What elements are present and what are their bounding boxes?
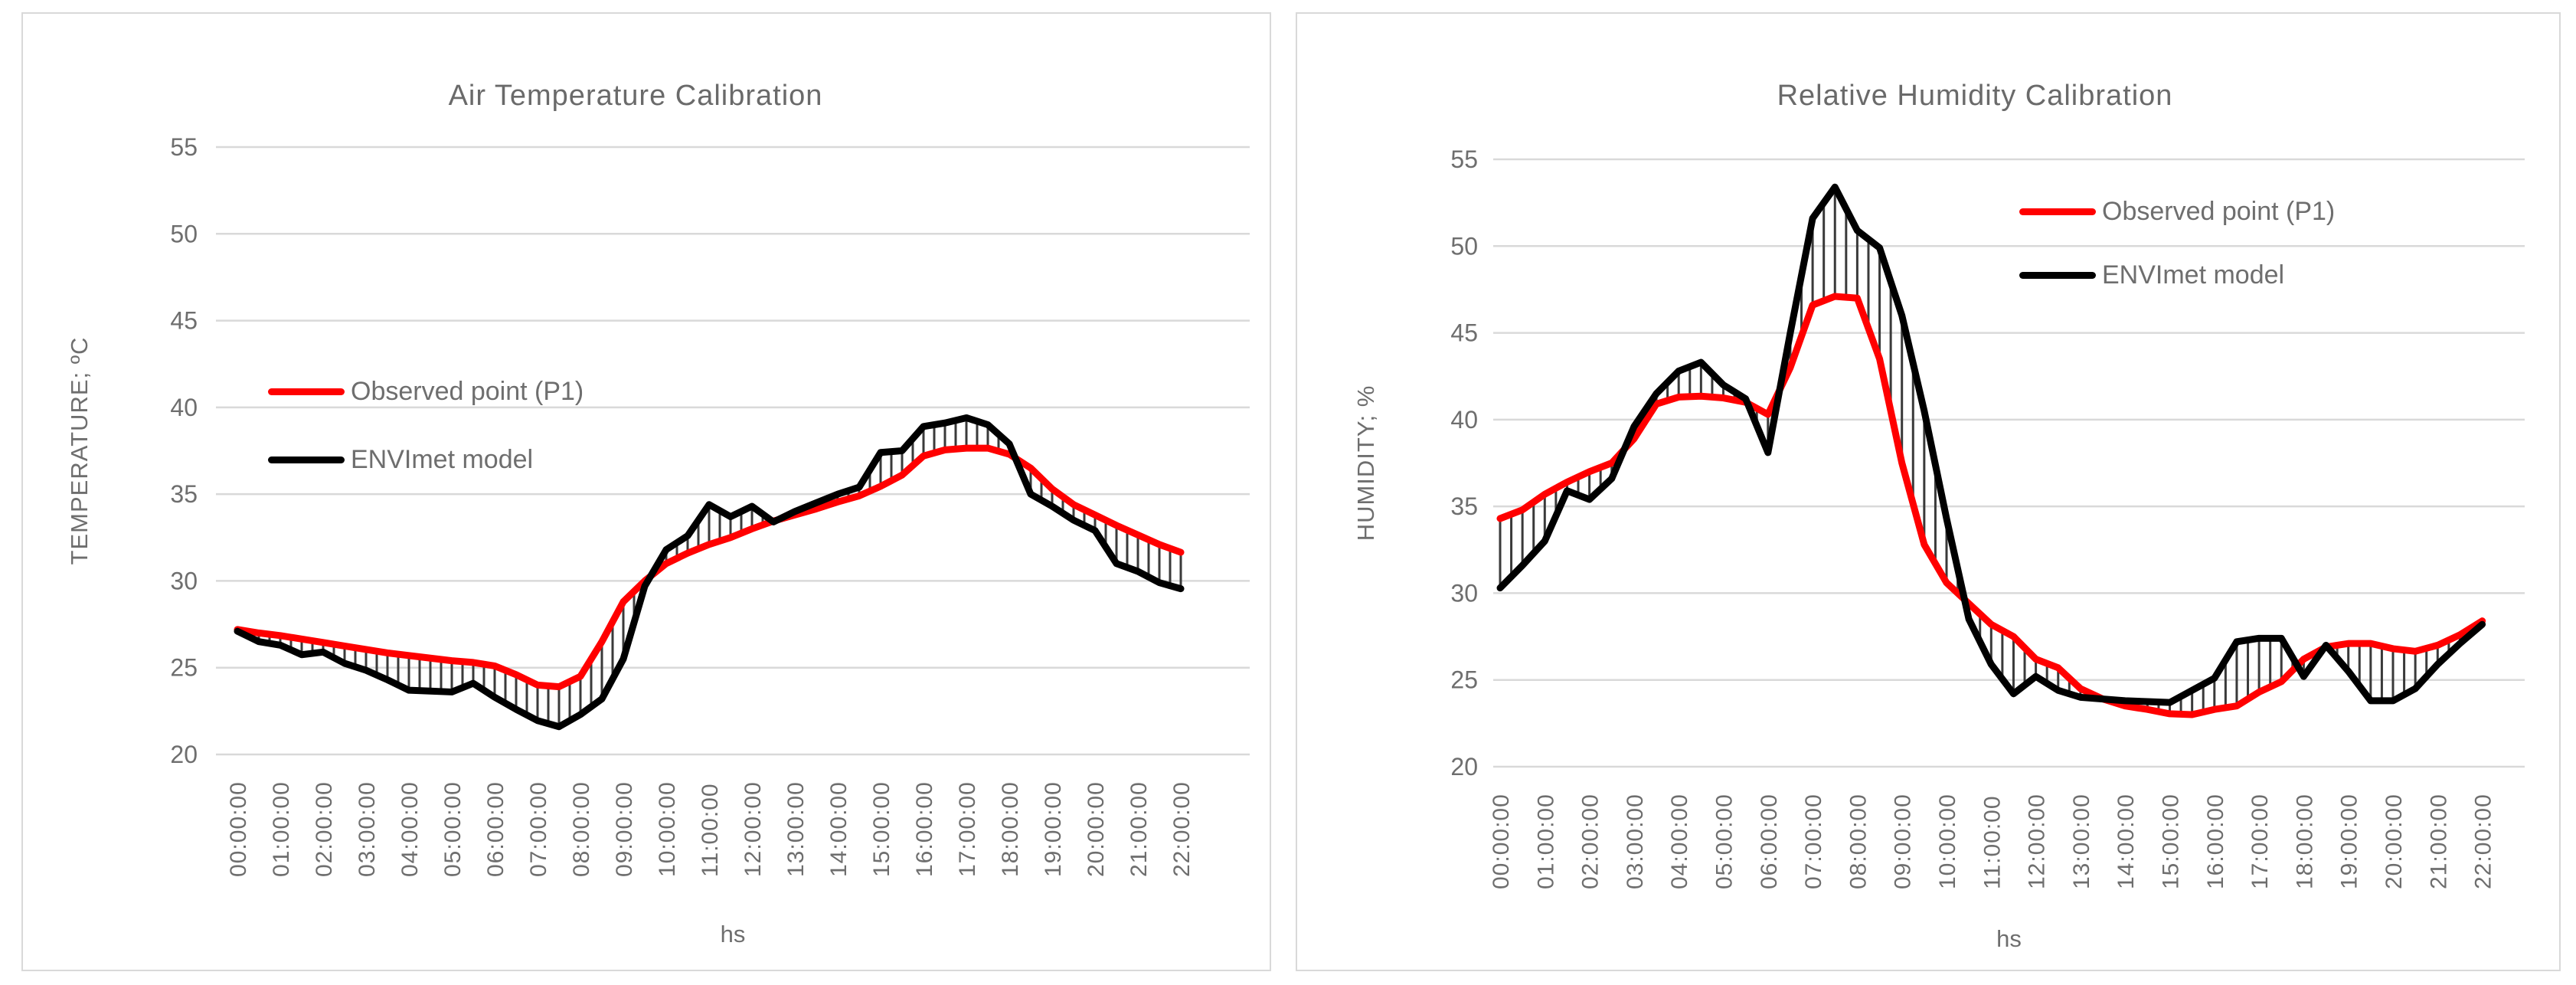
observed-series-line <box>234 444 1185 691</box>
x-tick-label: 09:00:00 <box>1891 794 1916 889</box>
x-tick-label: 18:00:00 <box>998 781 1023 877</box>
x-tick-label: 08:00:00 <box>1845 794 1871 889</box>
y-tick-label: 45 <box>170 307 198 335</box>
x-tick-label: 16:00:00 <box>912 781 937 877</box>
x-tick-label: 06:00:00 <box>1757 794 1782 889</box>
y-tick-label: 30 <box>170 567 198 594</box>
temperature-chart-panel: Air Temperature Calibration 20 25 30 35 40 45… <box>21 12 1271 971</box>
y-tick-label: 35 <box>170 480 198 508</box>
x-tick-label: 21:00:00 <box>1126 781 1152 877</box>
chart-title: Relative Humidity Calibration <box>1777 80 2173 112</box>
model-series-line <box>234 414 1185 731</box>
x-tick-label: 11:00:00 <box>698 783 723 877</box>
legend-label: Observed point (P1) <box>351 377 584 406</box>
legend-item-observed: Observed point (P1) <box>2019 197 2335 227</box>
x-tick-label: 18:00:00 <box>2292 794 2317 889</box>
y-tick-label: 55 <box>1450 146 1478 173</box>
x-tick-label: 07:00:00 <box>526 781 551 877</box>
x-tick-label: 14:00:00 <box>2113 794 2139 889</box>
legend-label: ENVImet model <box>2102 260 2285 290</box>
x-tick-label: 22:00:00 <box>2471 794 2496 889</box>
y-tick-label: 40 <box>170 394 198 421</box>
legend-item-model: ENVImet model <box>2019 260 2335 290</box>
x-tick-label: 13:00:00 <box>783 781 809 877</box>
legend: Observed point (P1) ENVImet model <box>2019 197 2335 290</box>
y-tick-label: 25 <box>1450 666 1478 694</box>
observed-line-swatch <box>268 388 345 395</box>
x-tick-label: 21:00:00 <box>2426 794 2451 889</box>
temperature-plot: 20 25 30 35 40 45 50 55 00:00:00 01:00:00 02:00:00… <box>66 133 1250 947</box>
humidity-plot: 20 25 30 35 40 45 50 55 00:00:00 01:00:00 02:00:00… <box>1352 146 2525 952</box>
x-tick-label: 01:00:00 <box>269 781 294 877</box>
y-tick-label: 20 <box>1450 753 1478 780</box>
x-tick-label: 12:00:00 <box>740 781 766 877</box>
legend-label: Observed point (P1) <box>2102 197 2336 226</box>
x-tick-label: 05:00:00 <box>1712 794 1737 889</box>
x-tick-label: 19:00:00 <box>1041 781 1066 877</box>
x-tick-label: 14:00:00 <box>826 781 852 877</box>
x-tick-label: 11:00:00 <box>1979 795 2005 889</box>
x-tick-label: 04:00:00 <box>397 781 423 877</box>
x-tick-label: 16:00:00 <box>2203 794 2228 889</box>
y-tick-label: 30 <box>1450 579 1478 607</box>
model-line-swatch <box>2019 272 2096 279</box>
x-axis-title: hs <box>721 921 746 947</box>
x-tick-label: 01:00:00 <box>1533 794 1558 889</box>
y-tick-label: 35 <box>1450 492 1478 520</box>
x-tick-label: 17:00:00 <box>955 781 980 877</box>
x-tick-label: 15:00:00 <box>2159 794 2184 889</box>
x-tick-label: 02:00:00 <box>312 781 337 877</box>
x-tick-label: 12:00:00 <box>2025 794 2050 889</box>
x-tick-label: 20:00:00 <box>1084 781 1109 877</box>
x-tick-label: 02:00:00 <box>1578 794 1603 889</box>
x-tick-label: 20:00:00 <box>2381 794 2407 889</box>
observed-line-swatch <box>2019 208 2096 215</box>
legend-item-model: ENVImet model <box>268 445 584 475</box>
y-tick-label: 50 <box>170 220 198 247</box>
legend: Observed point (P1) ENVImet model <box>268 377 584 475</box>
x-tick-label: 22:00:00 <box>1169 781 1195 877</box>
x-tick-label: 00:00:00 <box>226 781 251 877</box>
x-tick-label: 07:00:00 <box>1801 794 1826 889</box>
x-tick-label: 09:00:00 <box>612 781 637 877</box>
chart-title: Air Temperature Calibration <box>448 80 823 112</box>
y-tick-label: 25 <box>170 654 198 682</box>
x-tick-label: 03:00:00 <box>1623 794 1648 889</box>
humidity-chart-panel: Relative Humidity Calibration 20 25 30 35 40… <box>1296 12 2561 971</box>
x-tick-label: 08:00:00 <box>569 781 594 877</box>
model-series-line <box>1496 183 2486 706</box>
model-line-swatch <box>268 457 345 463</box>
x-tick-label: 04:00:00 <box>1667 794 1692 889</box>
x-tick-label: 00:00:00 <box>1489 794 1514 889</box>
x-tick-label: 13:00:00 <box>2069 794 2094 889</box>
x-tick-label: 03:00:00 <box>355 781 380 877</box>
y-axis-title: HUMIDITY; % <box>1352 385 1379 542</box>
x-tick-label: 15:00:00 <box>869 781 894 877</box>
x-tick-label: 06:00:00 <box>483 781 508 877</box>
x-tick-label: 10:00:00 <box>655 781 680 877</box>
x-tick-label: 17:00:00 <box>2247 794 2273 889</box>
y-tick-label: 20 <box>170 741 198 768</box>
x-tick-label: 10:00:00 <box>1935 794 1960 889</box>
legend-item-observed: Observed point (P1) <box>268 377 584 407</box>
y-tick-label: 45 <box>1450 319 1478 347</box>
y-tick-label: 40 <box>1450 406 1478 434</box>
y-tick-label: 55 <box>170 133 198 161</box>
y-axis-title: TEMPERATURE; ºC <box>66 337 93 565</box>
x-axis-title: hs <box>1996 925 2022 952</box>
x-tick-label: 19:00:00 <box>2337 794 2362 889</box>
y-tick-label: 50 <box>1450 232 1478 260</box>
legend-label: ENVImet model <box>351 445 534 474</box>
x-tick-label: 05:00:00 <box>440 781 466 877</box>
